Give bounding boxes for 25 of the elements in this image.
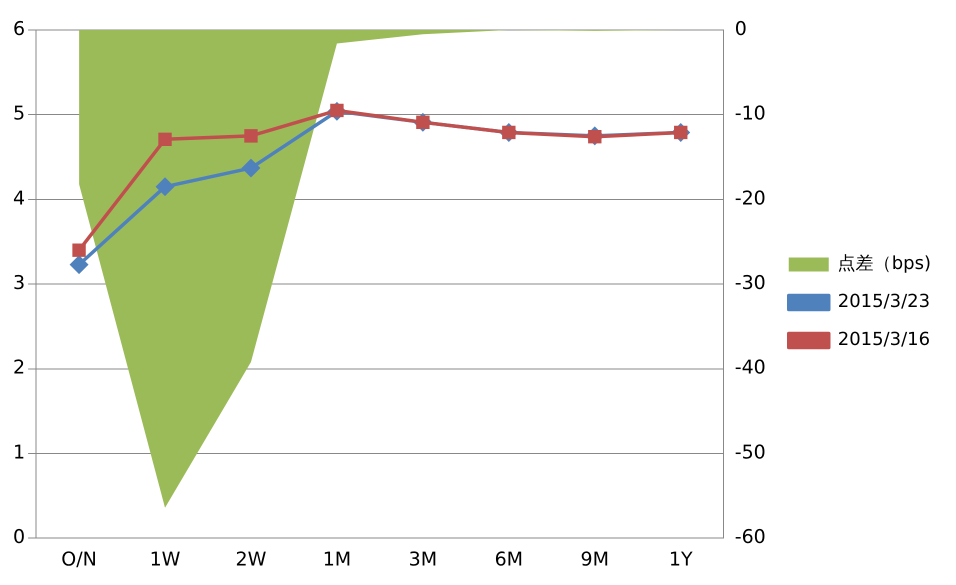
x-tick-label: 2W (236, 548, 267, 571)
x-tick-label: 1Y (668, 548, 693, 571)
legend-label: 2015/3/23 (838, 291, 930, 312)
x-tick-label: 3M (408, 548, 438, 571)
y2-tick-label: -20 (734, 187, 766, 210)
x-tick-label: 9M (580, 548, 610, 571)
y2-tick-label: -40 (734, 356, 766, 379)
y2-tick-label: -50 (734, 441, 766, 464)
x-tick-label: 1W (150, 548, 181, 571)
x-tick-label: 6M (494, 548, 524, 571)
y-tick-label: 0 (12, 526, 26, 548)
y2-tick-label: -60 (734, 526, 766, 548)
legend-label: 点差（bps) (838, 253, 932, 274)
y-tick-label: 6 (12, 18, 26, 40)
y-tick-label: 4 (12, 187, 26, 210)
y2-tick-label: -30 (734, 272, 766, 294)
x-tick-label: O/N (61, 548, 97, 571)
y-tick-label: 5 (12, 102, 26, 125)
y-tick-label: 2 (12, 356, 26, 379)
legend-label: 2015/3/16 (838, 329, 930, 350)
y-tick-label: 3 (12, 272, 26, 294)
y-tick-label: 1 (12, 441, 26, 464)
y2-tick-label: -10 (734, 102, 766, 125)
x-tick-label: 1M (322, 548, 352, 571)
y2-tick-label: 0 (734, 18, 747, 40)
